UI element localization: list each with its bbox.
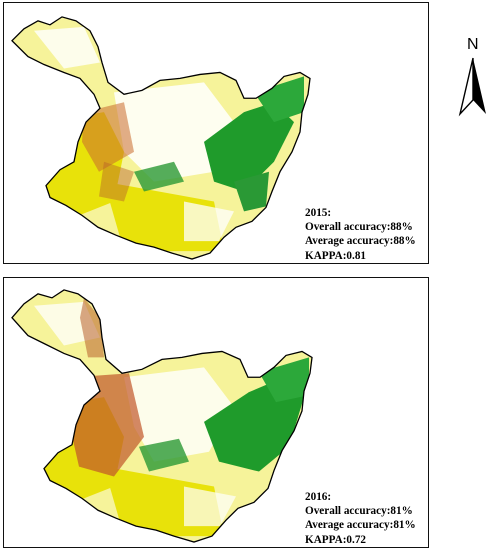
accuracy-stats-2016: 2016: Overall accuracy:81% Average accur… bbox=[305, 490, 416, 547]
overall-accuracy: Overall accuracy:88% bbox=[305, 221, 413, 234]
year-label: 2016: bbox=[305, 491, 332, 503]
white-area-center bbox=[124, 367, 234, 462]
north-arrow-icon bbox=[458, 57, 486, 117]
year-label: 2015: bbox=[305, 207, 332, 219]
built-area-north bbox=[80, 297, 104, 358]
forest-east-2 bbox=[254, 76, 304, 123]
average-accuracy: Average accuracy:81% bbox=[305, 519, 416, 532]
kappa-value: KAPPA:0.72 bbox=[305, 533, 367, 546]
accuracy-stats-2015: 2015: Overall accuracy:88% Average accur… bbox=[305, 206, 416, 263]
built-area-west bbox=[82, 102, 134, 172]
white-area-north bbox=[34, 26, 100, 69]
white-area-southeast bbox=[184, 201, 234, 242]
forest-center-strip bbox=[134, 161, 184, 192]
white-area-southeast bbox=[184, 486, 236, 527]
average-accuracy: Average accuracy:88% bbox=[305, 235, 416, 248]
overall-accuracy: Overall accuracy:81% bbox=[305, 505, 413, 518]
classification-map-2016 bbox=[11, 289, 313, 543]
built-area-southwest bbox=[99, 161, 134, 202]
region-boundary bbox=[11, 289, 313, 543]
north-label: N bbox=[467, 36, 479, 53]
region-boundary bbox=[11, 16, 311, 260]
map-panel-2015: 2015: Overall accuracy:88% Average accur… bbox=[3, 2, 429, 264]
white-area-center bbox=[114, 82, 234, 182]
forest-center-strip bbox=[139, 438, 189, 472]
classification-map-2015 bbox=[11, 16, 311, 260]
forest-east-1 bbox=[204, 102, 294, 192]
forest-east-3 bbox=[234, 171, 269, 212]
map-panel-2016: 2016: Overall accuracy:81% Average accur… bbox=[3, 277, 429, 548]
kappa-value: KAPPA:0.81 bbox=[305, 249, 367, 262]
